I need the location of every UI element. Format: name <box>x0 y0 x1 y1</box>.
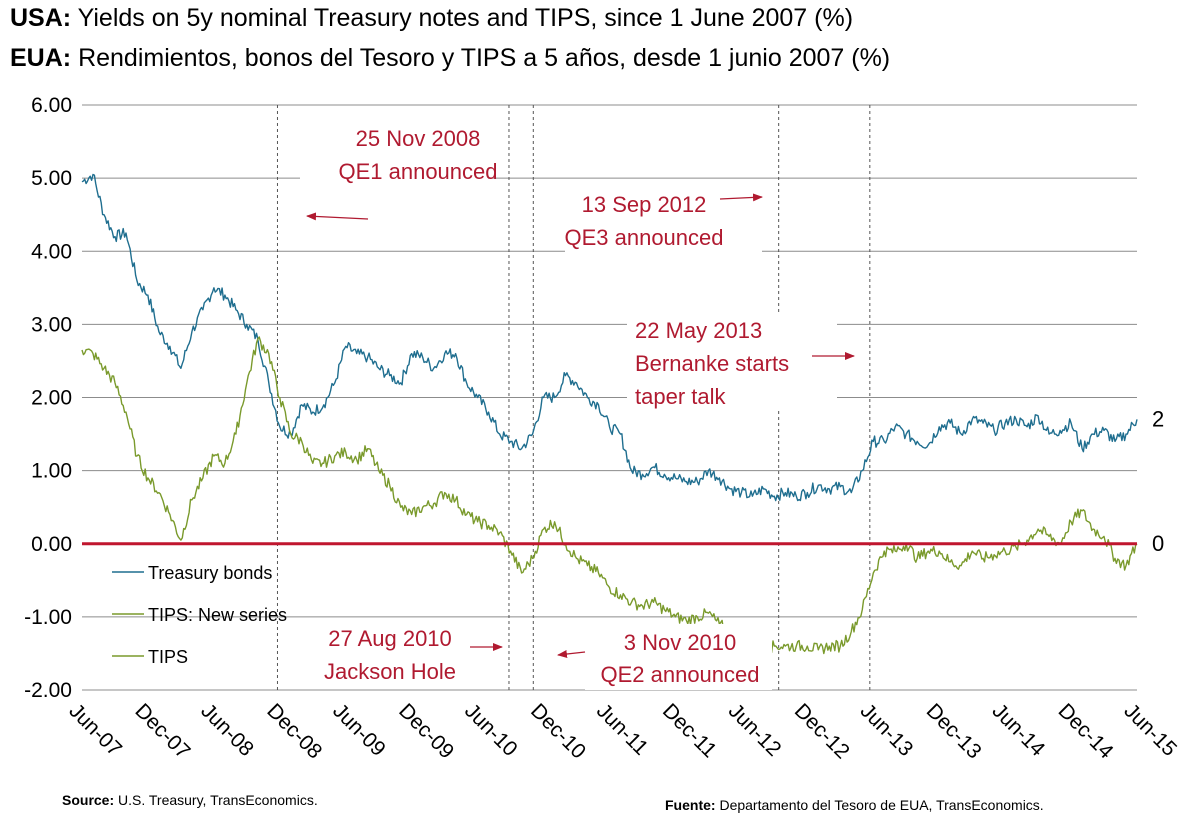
x-tick-label: Jun-13 <box>856 699 918 761</box>
y-tick-label: 1.00 <box>31 460 72 483</box>
annotation-jackson: Jackson Hole <box>324 659 456 684</box>
x-tick-label: Jun-11 <box>592 699 653 760</box>
annotation-qe2: QE2 announced <box>600 662 759 687</box>
annotation-taper: Bernanke starts <box>635 351 789 376</box>
title-en-label: USA: <box>10 4 72 32</box>
y-tick-label: 5.00 <box>31 167 72 190</box>
annotation-arrow <box>306 212 369 221</box>
chart-title-spanish: EUA: Rendimientos, bonos del Tesoro y TI… <box>10 44 890 73</box>
source-es-text: Departamento del Tesoro de EUA, TransEco… <box>719 797 1044 813</box>
source-spanish: Fuente: Departamento del Tesoro de EUA, … <box>665 797 1044 813</box>
x-tick-label: Dec-07 <box>130 699 194 763</box>
end-label: 2 <box>1152 406 1164 431</box>
x-tick-label: Dec-12 <box>790 699 854 763</box>
annotation-qe1: QE1 announced <box>338 159 497 184</box>
annotation-qe3: 13 Sep 2012 <box>582 192 707 217</box>
y-tick-label: 3.00 <box>31 313 72 336</box>
x-tick-label: Jun-08 <box>196 699 258 761</box>
x-tick-label: Dec-14 <box>1054 699 1118 763</box>
y-tick-label: 2.00 <box>31 387 72 410</box>
annotation-qe3: QE3 announced <box>564 225 723 250</box>
y-tick-label: -1.00 <box>24 606 72 629</box>
title-en-text: Yields on 5y nominal Treasury notes and … <box>77 4 854 32</box>
y-tick-label: 0.00 <box>31 533 72 556</box>
x-tick-label: Jun-07 <box>64 699 126 761</box>
x-tick-label: Jun-15 <box>1119 699 1181 761</box>
y-tick-label: 4.00 <box>31 240 72 263</box>
annotation-arrow <box>557 650 586 658</box>
annotation-background <box>585 624 772 690</box>
x-tick-label: Jun-09 <box>328 699 390 761</box>
annotation-qe1: 25 Nov 2008 <box>356 126 481 151</box>
legend-label: Treasury bonds <box>148 563 272 583</box>
legend: Treasury bonds TIPS: New series TIPS <box>112 563 287 667</box>
annotation-background <box>627 312 837 408</box>
end-labels: 20 <box>1152 406 1164 555</box>
y-tick-label: -2.00 <box>24 679 72 702</box>
tips-series-line <box>81 336 1138 660</box>
annotation-taper: 22 May 2013 <box>635 318 762 343</box>
event-lines <box>276 105 871 690</box>
source-es-label: Fuente: <box>665 797 716 813</box>
x-tick-label: Jun-12 <box>724 699 786 761</box>
x-axis-ticks: Jun-07 Dec-07 Jun-08 Dec-08 Jun-09 Dec-09 Jun-… <box>64 699 1181 763</box>
source-english: Source: U.S. Treasury, TransEconomics. <box>62 792 318 808</box>
annotation-taper: taper talk <box>635 384 726 409</box>
series-lines <box>81 173 1138 660</box>
annotation-background <box>300 119 488 189</box>
title-es-label: EUA: <box>10 44 72 72</box>
annotation-qe2: 3 Nov 2010 <box>624 630 737 655</box>
end-label: 0 <box>1152 531 1164 556</box>
annotation-jackson: 27 Aug 2010 <box>328 626 452 651</box>
title-es-text: Rendimientos, bonos del Tesoro y TIPS a … <box>78 44 891 72</box>
y-tick-label: 6.00 <box>31 94 72 117</box>
x-tick-label: Jun-14 <box>988 699 1050 761</box>
source-en-text: U.S. Treasury, TransEconomics. <box>118 792 318 808</box>
annotation-arrow <box>719 193 763 202</box>
x-tick-label: Dec-08 <box>262 699 326 763</box>
x-tick-label: Dec-13 <box>922 699 986 763</box>
source-en-label: Source: <box>62 792 115 808</box>
x-tick-label: Jun-10 <box>460 699 522 761</box>
annotation-background <box>565 185 762 255</box>
legend-label: TIPS <box>148 647 188 667</box>
y-axis-ticks: 6.00 5.00 4.00 3.00 2.00 1.00 0.00 -1.00 -2.00 <box>24 94 72 702</box>
annotations: 25 Nov 2008 QE1 announced 13 Sep 2012 QE3 a… <box>300 119 855 690</box>
x-tick-label: Dec-09 <box>394 699 458 763</box>
legend-label: TIPS: New series <box>148 605 287 625</box>
x-tick-label: Dec-11 <box>658 699 721 762</box>
chart-title-english: USA: Yields on 5y nominal Treasury notes… <box>10 4 853 33</box>
x-tick-label: Dec-10 <box>526 699 590 763</box>
